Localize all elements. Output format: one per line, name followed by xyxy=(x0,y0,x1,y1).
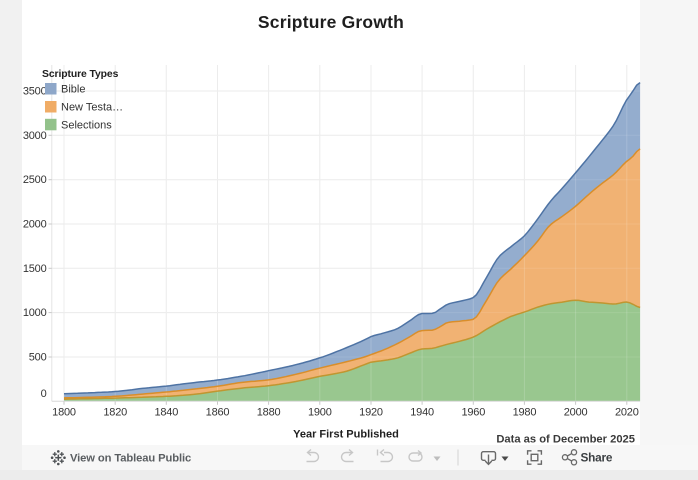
svg-text:2000: 2000 xyxy=(23,218,47,230)
svg-text:1900: 1900 xyxy=(308,407,332,419)
svg-text:3000: 3000 xyxy=(23,130,47,142)
svg-text:Scripture Growth: Scripture Growth xyxy=(258,12,404,32)
svg-text:1820: 1820 xyxy=(103,407,127,419)
svg-text:Bible: Bible xyxy=(61,84,85,96)
svg-text:1500: 1500 xyxy=(23,263,47,275)
svg-text:2020: 2020 xyxy=(615,407,639,419)
svg-text:Selections: Selections xyxy=(61,119,112,131)
svg-text:Share: Share xyxy=(581,451,613,465)
svg-text:1800: 1800 xyxy=(52,407,76,419)
svg-text:Scripture Types: Scripture Types xyxy=(42,69,119,80)
svg-text:1860: 1860 xyxy=(206,407,230,419)
svg-text:Data as of December 2025: Data as of December 2025 xyxy=(496,434,635,446)
svg-text:Year First Published: Year First Published xyxy=(293,429,399,441)
svg-text:1000: 1000 xyxy=(23,307,47,319)
svg-text:0: 0 xyxy=(41,388,47,400)
svg-text:500: 500 xyxy=(29,352,47,364)
svg-text:1840: 1840 xyxy=(154,407,178,419)
svg-text:2500: 2500 xyxy=(23,174,47,186)
svg-text:1940: 1940 xyxy=(410,407,434,419)
svg-text:New Testa…: New Testa… xyxy=(61,102,123,114)
svg-text:2000: 2000 xyxy=(564,407,588,419)
svg-text:3500: 3500 xyxy=(23,86,47,98)
svg-text:1920: 1920 xyxy=(359,407,383,419)
svg-text:View on Tableau Public: View on Tableau Public xyxy=(70,453,191,465)
svg-text:1880: 1880 xyxy=(257,407,281,419)
svg-text:1960: 1960 xyxy=(461,407,485,419)
svg-text:1980: 1980 xyxy=(513,407,537,419)
